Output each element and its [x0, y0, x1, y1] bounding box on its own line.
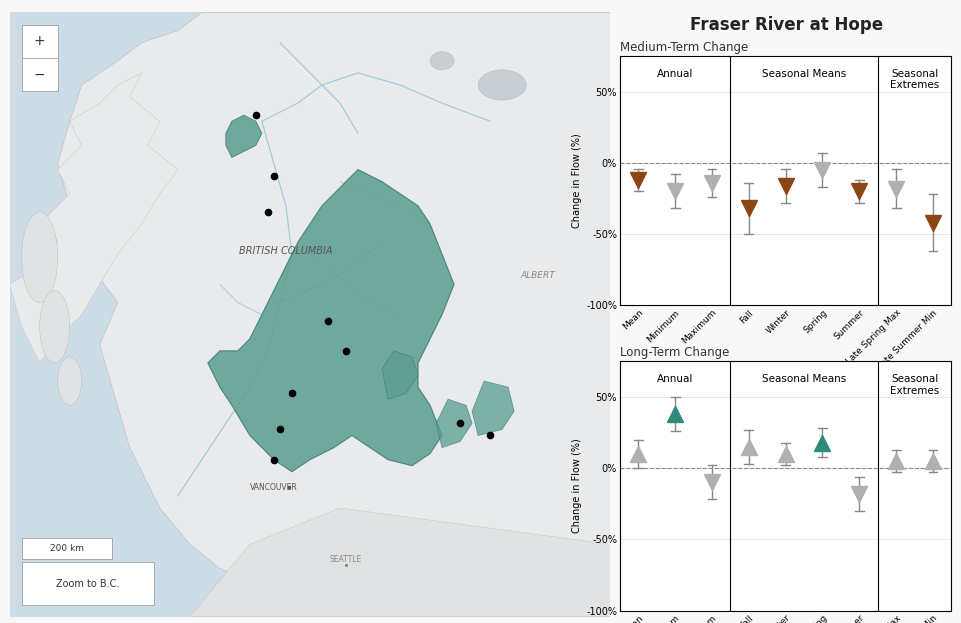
Polygon shape: [190, 508, 610, 617]
Y-axis label: Change in Flow (%): Change in Flow (%): [572, 133, 582, 228]
Text: VANCOUVER: VANCOUVER: [250, 483, 298, 492]
Text: Seasonal Means: Seasonal Means: [762, 69, 847, 79]
Text: Medium-Term Change: Medium-Term Change: [620, 40, 748, 54]
Polygon shape: [436, 399, 472, 447]
Text: Annual: Annual: [657, 69, 693, 79]
Polygon shape: [472, 381, 514, 435]
Text: Annual: Annual: [657, 374, 693, 384]
Text: BRITISH COLUMBIA: BRITISH COLUMBIA: [239, 246, 333, 256]
Ellipse shape: [58, 357, 82, 406]
Ellipse shape: [21, 212, 58, 303]
Text: Fraser River at Hope: Fraser River at Hope: [690, 16, 882, 34]
Ellipse shape: [479, 70, 527, 100]
Text: Seasonal
Extremes: Seasonal Extremes: [890, 69, 939, 90]
Polygon shape: [226, 115, 261, 158]
Polygon shape: [10, 73, 178, 363]
Ellipse shape: [39, 290, 70, 363]
Text: ALBERT: ALBERT: [521, 272, 555, 280]
Ellipse shape: [431, 52, 455, 70]
Polygon shape: [208, 169, 455, 472]
Polygon shape: [382, 351, 418, 399]
Text: Seasonal
Extremes: Seasonal Extremes: [890, 374, 939, 396]
Text: Long-Term Change: Long-Term Change: [620, 346, 729, 359]
Text: SEATTLE: SEATTLE: [330, 555, 362, 564]
Polygon shape: [58, 12, 610, 617]
Text: Seasonal Means: Seasonal Means: [762, 374, 847, 384]
Y-axis label: Change in Flow (%): Change in Flow (%): [572, 439, 582, 533]
